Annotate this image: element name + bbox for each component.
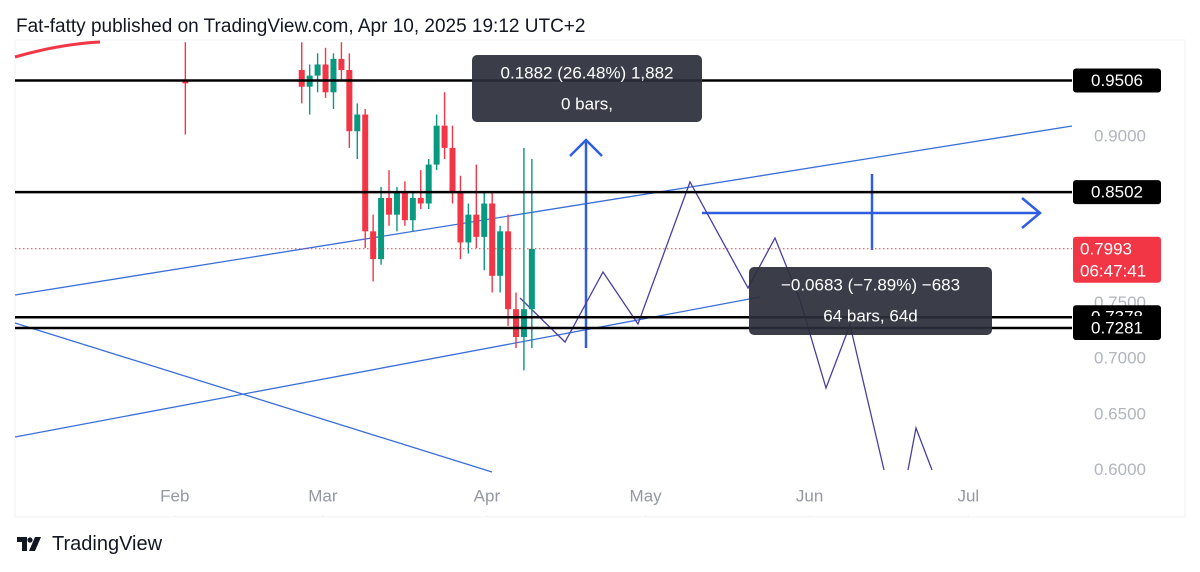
candle-body [441, 125, 448, 148]
candle-body [473, 214, 480, 237]
measure-text: 0.1882 (26.48%) 1,882 [501, 63, 674, 82]
x-tick-label: Mar [308, 486, 338, 505]
candle-body [314, 64, 321, 76]
candle-body [298, 70, 305, 87]
y-tick-label: 0.6500 [1094, 404, 1146, 423]
last-price-box [1073, 236, 1161, 283]
logo [17, 537, 41, 551]
candle-body [417, 197, 424, 204]
measure-subtext: 64 bars, 64d [823, 306, 918, 325]
projection [519, 180, 933, 471]
candle-body [481, 203, 488, 237]
candle-body [449, 147, 456, 193]
candle-body [457, 192, 464, 243]
arrows [569, 138, 1042, 348]
candle-body [465, 214, 472, 243]
candle-body [370, 231, 377, 260]
x-tick-label: Feb [160, 486, 189, 505]
level-label: 0.8502 [1091, 183, 1143, 202]
candle-body [512, 309, 519, 338]
level-label-box [1073, 68, 1161, 93]
candle-body [401, 192, 408, 221]
projection-path [519, 180, 885, 471]
y-tick-label: 0.9000 [1094, 126, 1146, 145]
x-tick-label: Jul [957, 486, 979, 505]
arrowhead [1021, 197, 1042, 229]
candle-body [497, 231, 504, 276]
arrowhead [569, 138, 603, 157]
candle-body [489, 203, 496, 276]
candle-body [346, 70, 353, 132]
x-tick-label: Apr [474, 486, 501, 505]
logo-dot [27, 537, 33, 543]
candle-body [182, 81, 189, 84]
moving-average [14, 40, 101, 59]
candle-body [393, 192, 400, 215]
trendline [14, 322, 493, 473]
last-price-label: 0.7993 [1080, 239, 1132, 258]
candle-body [338, 58, 345, 71]
candle-body [362, 114, 369, 232]
candle-body [425, 164, 432, 204]
brand: TradingView [52, 533, 163, 555]
candle-body [386, 197, 393, 215]
level-label: 0.7281 [1091, 318, 1143, 337]
measure-box [472, 55, 702, 122]
measure-text: −0.0683 (−7.89%) −683 [781, 275, 960, 294]
x-tick-label: May [630, 486, 663, 505]
y-tick-label: 0.6000 [1094, 460, 1146, 479]
level-label-box [1073, 180, 1161, 205]
level-label-box [1073, 316, 1161, 341]
x-tick-label: Jun [796, 486, 823, 505]
countdown: 06:47:41 [1080, 261, 1146, 280]
candle-body [322, 64, 329, 93]
candle-body [354, 114, 361, 132]
projection-path [907, 425, 933, 471]
level-label: 0.9506 [1091, 71, 1143, 90]
candle-body [330, 58, 337, 93]
candle-body [409, 197, 416, 221]
candle-body [528, 248, 535, 310]
measure-subtext: 0 bars, [561, 94, 613, 113]
y-tick-label: 0.7000 [1094, 349, 1146, 368]
candle-body [505, 231, 512, 310]
candle-body [520, 309, 527, 338]
candle-body [378, 197, 385, 260]
publish-header: Fat-fatty published on TradingView.com, … [16, 16, 586, 37]
measure-box [749, 267, 992, 335]
logo-mark [17, 537, 41, 551]
candle-body [433, 125, 440, 165]
plot-frame [14, 39, 1186, 518]
trendline [14, 125, 1073, 296]
